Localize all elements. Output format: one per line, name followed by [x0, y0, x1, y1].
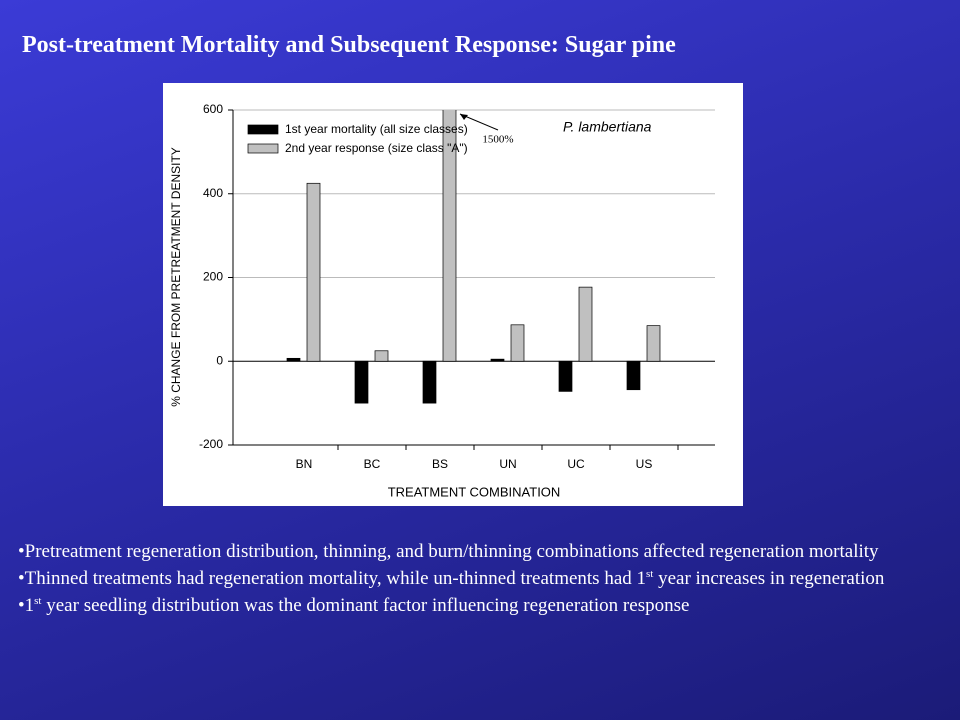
superscript: st — [34, 595, 42, 607]
bar — [374, 350, 389, 362]
legend-label: 2nd year response (size class "A") — [285, 141, 468, 155]
y-tick-label: 600 — [203, 102, 223, 116]
y-tick-label: -200 — [199, 437, 223, 451]
legend-swatch — [247, 124, 279, 135]
y-tick-label: 400 — [203, 186, 223, 200]
bar — [422, 360, 437, 404]
bullet-text: Thinned treatments had regeneration mort… — [24, 568, 647, 589]
bar — [626, 360, 641, 391]
bar — [306, 182, 321, 362]
x-axis-label: TREATMENT COMBINATION — [388, 484, 561, 499]
bar — [578, 286, 593, 362]
x-tick-label: UC — [567, 457, 585, 471]
x-tick-label: BS — [432, 457, 448, 471]
annotation-arrowhead — [460, 114, 468, 120]
bar — [558, 360, 573, 392]
bullet-text: year increases in regeneration — [653, 568, 885, 589]
bullet: 1st year seedling distribution was the d… — [18, 594, 958, 618]
value-label: 1500% — [482, 134, 513, 146]
bullet-text: year seedling distribution was the domin… — [41, 595, 690, 616]
superscript: st — [646, 568, 654, 580]
bullet-list: Pretreatment regeneration distribution, … — [18, 540, 958, 621]
bars — [286, 110, 661, 404]
x-tick-label: BC — [364, 457, 381, 471]
bar — [646, 325, 661, 362]
bullet: Pretreatment regeneration distribution, … — [18, 540, 958, 564]
bullet-text: 1 — [24, 595, 35, 616]
y-tick-label: 200 — [203, 270, 223, 284]
bar — [442, 110, 457, 362]
bullet-text: Pretreatment regeneration distribution, … — [24, 541, 879, 562]
bar — [286, 357, 301, 362]
bar — [490, 358, 505, 362]
y-tick-label: 0 — [216, 353, 223, 367]
bullet: Thinned treatments had regeneration mort… — [18, 567, 958, 591]
bar — [510, 324, 525, 362]
inset-label: P. lambertiana — [563, 119, 652, 135]
slide-title: Post-treatment Mortality and Subsequent … — [22, 32, 676, 58]
x-tick-label: BN — [296, 457, 313, 471]
bar — [354, 360, 369, 404]
x-tick-label: UN — [499, 457, 516, 471]
legend-label: 1st year mortality (all size classes) — [285, 122, 468, 136]
x-tick-label: US — [636, 457, 653, 471]
chart: P. lambertiana TREATMENT COMBINATION % C… — [163, 83, 743, 506]
legend-swatch — [247, 143, 279, 154]
y-axis-label: % CHANGE FROM PRETREATMENT DENSITY — [169, 147, 183, 407]
